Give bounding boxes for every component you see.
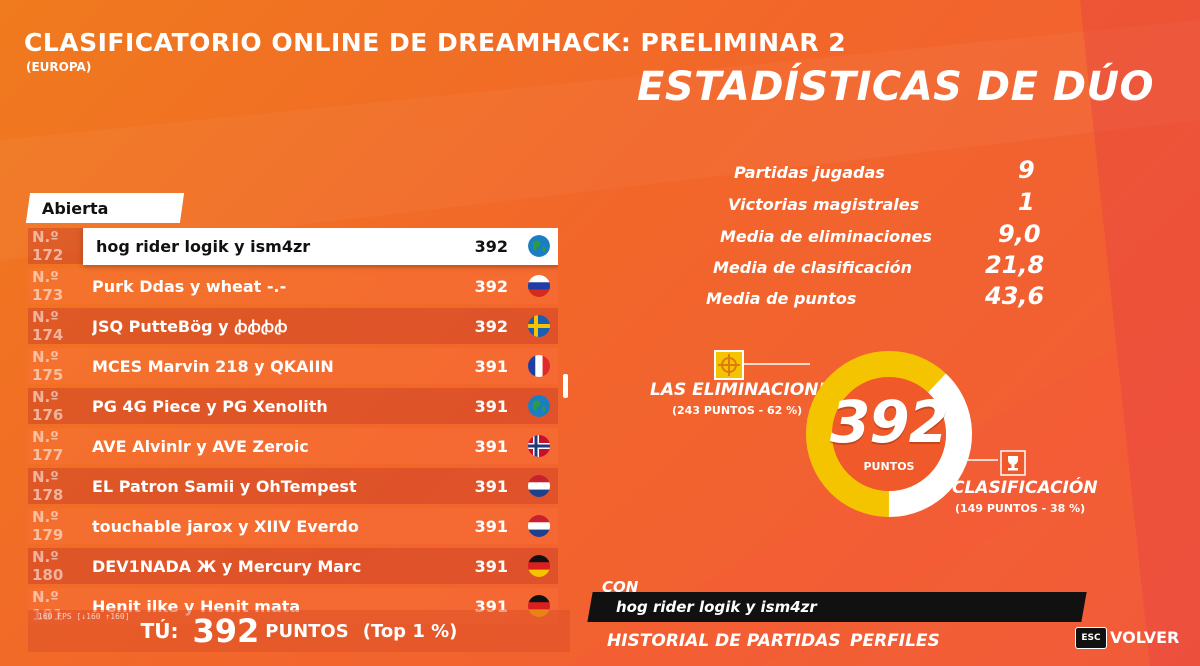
section-title: ESTADÍSTICAS DE DÚO <box>637 64 1155 110</box>
row-points: 391 <box>474 476 508 496</box>
row-points: 392 <box>474 316 508 336</box>
row-team-name: EL Patron Samii y OhTempest <box>92 476 357 496</box>
row-points: 391 <box>474 516 508 536</box>
row-team-name: JSQ PutteBög y ꞗꞗꞗꞗ <box>92 317 288 336</box>
row-points: 391 <box>474 556 508 576</box>
esc-key-icon[interactable]: ESC <box>1075 627 1107 649</box>
leaderboard-row[interactable]: N.º 180 DEV1NADA Ж y Mercury Marc 391 <box>28 548 558 584</box>
row-rank: N.º 176 <box>32 388 64 424</box>
placement-sub: (149 PUNTOS - 38 %) <box>955 502 1086 515</box>
you-points-unit: PUNTOS <box>265 620 349 642</box>
stat-label-avg-elims: Media de eliminaciones <box>720 227 932 246</box>
teammates-names: hog rider logik y ism4zr <box>616 598 817 616</box>
leaderboard-scrollbar[interactable] <box>563 374 568 398</box>
russia-flag-icon <box>528 275 550 297</box>
row-rank: N.º 177 <box>32 428 64 464</box>
row-points: 392 <box>474 276 508 296</box>
fps-counter: 160 FPS [↓160 ↑160] <box>38 612 130 621</box>
row-team-name: Purk Ddas y wheat -.- <box>92 276 287 296</box>
row-rank: N.º 180 <box>32 548 64 584</box>
stat-value-wins: 1 <box>1018 188 1035 216</box>
leaderboard-row[interactable]: N.º 179 touchable jarox y XIIV Everdo 391 <box>28 508 558 544</box>
trophy-icon <box>1000 450 1026 476</box>
germany-flag-icon <box>528 555 550 577</box>
your-score-bar: TÚ: 392 PUNTOS (Top 1 %) <box>28 610 570 652</box>
teammates-bar: hog rider logik y ism4zr <box>587 592 1087 622</box>
tab-label: Abierta <box>42 198 109 218</box>
row-rank: N.º 178 <box>32 468 64 504</box>
row-rank: N.º 173 <box>32 268 64 304</box>
netherlands-flag-icon <box>528 515 550 537</box>
row-points: 391 <box>474 436 508 456</box>
leaderboard-row[interactable]: N.º 174 JSQ PutteBög y ꞗꞗꞗꞗ 392 <box>28 308 558 344</box>
eliminations-label: LAS ELIMINACIONES <box>650 380 843 400</box>
leaderboard-row[interactable]: N.º 173 Purk Ddas y wheat -.- 392 <box>28 268 558 304</box>
row-team-name: touchable jarox y XIIV Everdo <box>92 516 359 536</box>
sweden-flag-icon <box>528 315 550 337</box>
stat-label-matches: Partidas jugadas <box>734 163 885 182</box>
globe-icon <box>528 395 550 417</box>
page-title: CLASIFICATORIO ONLINE DE DREAMHACK: PREL… <box>24 28 847 57</box>
row-points: 392 <box>474 236 508 256</box>
stat-value-avg-placement: 21,8 <box>985 251 1045 279</box>
norway-flag-icon <box>528 435 550 457</box>
leaderboard-row[interactable]: N.º 178 EL Patron Samii y OhTempest 391 <box>28 468 558 504</box>
back-button[interactable]: VOLVER <box>1110 628 1180 647</box>
donut-placement-arc <box>806 351 972 517</box>
teammates-label: CON <box>602 578 639 596</box>
you-top-percent: (Top 1 %) <box>362 620 458 642</box>
row-points: 391 <box>474 396 508 416</box>
row-team-name: PG 4G Piece y PG Xenolith <box>92 396 328 416</box>
stat-label-wins: Victorias magistrales <box>728 195 920 214</box>
you-label: TÚ: <box>140 619 179 643</box>
stat-label-avg-points: Media de puntos <box>706 289 857 308</box>
you-points: 392 <box>192 612 260 650</box>
leaderboard-row[interactable]: N.º 176 PG 4G Piece y PG Xenolith 391 <box>28 388 558 424</box>
stat-value-avg-elims: 9,0 <box>998 220 1041 248</box>
row-points: 391 <box>474 356 508 376</box>
crosshair-icon <box>714 350 744 380</box>
placement-label: CLASIFICACIÓN <box>952 478 1098 498</box>
netherlands-flag-icon <box>528 475 550 497</box>
eliminations-sub: (243 PUNTOS - 62 %) <box>672 404 803 417</box>
france-flag-icon <box>528 355 550 377</box>
page-subtitle: (EUROPA) <box>26 60 92 74</box>
leaderboard-row[interactable]: N.º 177 AVE Alvinlr y AVE Zeroic 391 <box>28 428 558 464</box>
stat-value-matches: 9 <box>1018 156 1035 184</box>
tab-match-history[interactable]: HISTORIAL DE PARTIDAS <box>607 631 841 651</box>
total-points: 392 <box>829 388 949 456</box>
leaderboard-row[interactable]: N.º 175 MCES Marvin 218 y QKAIIN 391 <box>28 348 558 384</box>
row-rank: N.º 172 <box>32 228 64 264</box>
row-rank: N.º 174 <box>32 308 64 344</box>
row-team-name: MCES Marvin 218 y QKAIIN <box>92 356 334 376</box>
tab-abierta[interactable]: Abierta <box>25 193 185 223</box>
leaderboard-list[interactable]: N.º 172 hog rider logik y ism4zr 392 N.º 17… <box>28 228 558 628</box>
row-rank: N.º 175 <box>32 348 64 384</box>
globe-icon <box>528 235 550 257</box>
row-rank: N.º 179 <box>32 508 64 544</box>
points-donut-chart <box>806 351 972 517</box>
row-team-name: AVE Alvinlr y AVE Zeroic <box>92 436 309 456</box>
row-team-name: hog rider logik y ism4zr <box>83 228 558 265</box>
row-team-name: DEV1NADA Ж y Mercury Marc <box>92 556 362 576</box>
leaderboard-row-selected[interactable]: N.º 172 hog rider logik y ism4zr 392 <box>28 228 558 265</box>
stat-label-avg-placement: Media de clasificación <box>713 258 912 277</box>
stat-value-avg-points: 43,6 <box>985 282 1045 310</box>
tab-profiles[interactable]: PERFILES <box>850 631 940 651</box>
total-points-unit: PUNTOS <box>863 460 915 473</box>
